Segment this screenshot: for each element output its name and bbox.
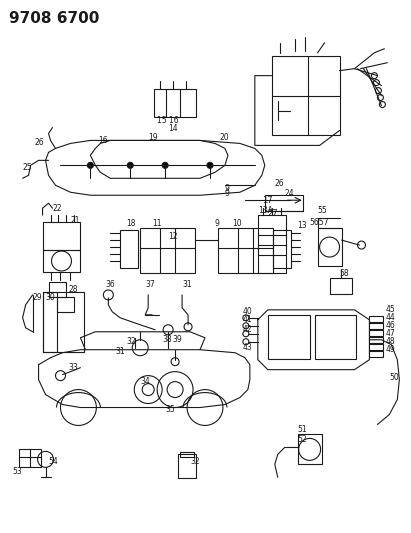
Bar	[369, 316, 383, 322]
Text: 34: 34	[140, 377, 150, 386]
Bar	[369, 330, 383, 336]
Bar	[140, 228, 195, 273]
Bar	[43, 292, 84, 352]
Bar	[369, 344, 383, 350]
Text: 51: 51	[298, 425, 307, 434]
Text: 47: 47	[386, 329, 395, 338]
Text: 22: 22	[53, 204, 62, 213]
Text: 13: 13	[298, 221, 307, 230]
Text: 25: 25	[23, 163, 32, 172]
Text: 26: 26	[35, 138, 44, 147]
Bar	[56, 297, 74, 312]
Text: 5657: 5657	[309, 217, 329, 227]
Text: 41: 41	[243, 316, 252, 324]
Bar	[298, 434, 321, 464]
Text: 36: 36	[105, 280, 115, 289]
Text: 20: 20	[220, 133, 230, 142]
Text: 17: 17	[262, 196, 272, 205]
Bar	[318, 228, 342, 266]
Bar	[272, 56, 339, 135]
Text: 32: 32	[126, 337, 136, 346]
Bar	[180, 453, 194, 457]
Circle shape	[88, 163, 93, 168]
Circle shape	[162, 163, 168, 168]
Text: 26: 26	[275, 179, 284, 188]
Text: 31: 31	[182, 280, 192, 289]
Text: 9: 9	[215, 219, 220, 228]
Text: 44: 44	[386, 313, 395, 322]
Bar	[330, 278, 351, 294]
Text: 15 16: 15 16	[157, 116, 179, 125]
Text: 54: 54	[48, 457, 58, 466]
Text: 29: 29	[32, 293, 42, 302]
Text: 46: 46	[386, 321, 395, 330]
Text: 53: 53	[13, 467, 23, 476]
Text: 40: 40	[243, 308, 253, 317]
Text: 33: 33	[69, 363, 78, 372]
Text: 37: 37	[145, 280, 155, 289]
Bar	[268, 315, 309, 359]
Text: 21: 21	[70, 216, 80, 224]
Bar	[369, 323, 383, 329]
Text: 18: 18	[126, 219, 136, 228]
Bar	[178, 454, 196, 478]
Text: 55: 55	[318, 206, 328, 215]
Text: 30: 30	[46, 293, 55, 302]
Text: 49: 49	[386, 345, 395, 354]
Bar	[43, 222, 81, 250]
Text: 27: 27	[268, 209, 278, 217]
Bar	[154, 88, 196, 117]
Text: 39: 39	[172, 335, 182, 344]
Text: 10: 10	[232, 219, 242, 228]
Text: 42: 42	[243, 325, 252, 334]
Circle shape	[207, 163, 213, 168]
Text: 48: 48	[386, 337, 395, 346]
Bar	[43, 292, 56, 352]
Text: 9: 9	[225, 189, 230, 198]
Text: 43: 43	[243, 343, 253, 352]
Text: 9: 9	[225, 184, 230, 193]
Bar	[18, 449, 41, 467]
Text: 24: 24	[285, 189, 294, 198]
Text: 12: 12	[168, 232, 178, 240]
Bar	[120, 230, 138, 268]
Circle shape	[127, 163, 133, 168]
Text: 13A: 13A	[258, 206, 272, 215]
Text: 38: 38	[162, 335, 172, 344]
Bar	[369, 351, 383, 357]
Bar	[273, 230, 291, 268]
Text: 50: 50	[389, 373, 399, 382]
Text: 11: 11	[152, 219, 162, 228]
Bar	[48, 282, 67, 297]
Bar	[315, 315, 356, 359]
Text: 28: 28	[69, 285, 78, 294]
Text: 31: 31	[115, 347, 125, 356]
Text: 16: 16	[98, 136, 108, 145]
Text: 32: 32	[190, 457, 200, 466]
Text: 35: 35	[165, 405, 175, 414]
Text: 45: 45	[386, 305, 395, 314]
Bar	[218, 228, 273, 273]
Text: 58: 58	[339, 270, 349, 278]
Bar	[258, 215, 286, 273]
Text: 14: 14	[168, 124, 178, 133]
Bar	[369, 337, 383, 343]
Bar	[265, 195, 302, 211]
Text: 52: 52	[298, 435, 307, 444]
Text: 19: 19	[148, 133, 158, 142]
Bar	[43, 250, 81, 272]
Text: 9708 6700: 9708 6700	[9, 11, 99, 26]
